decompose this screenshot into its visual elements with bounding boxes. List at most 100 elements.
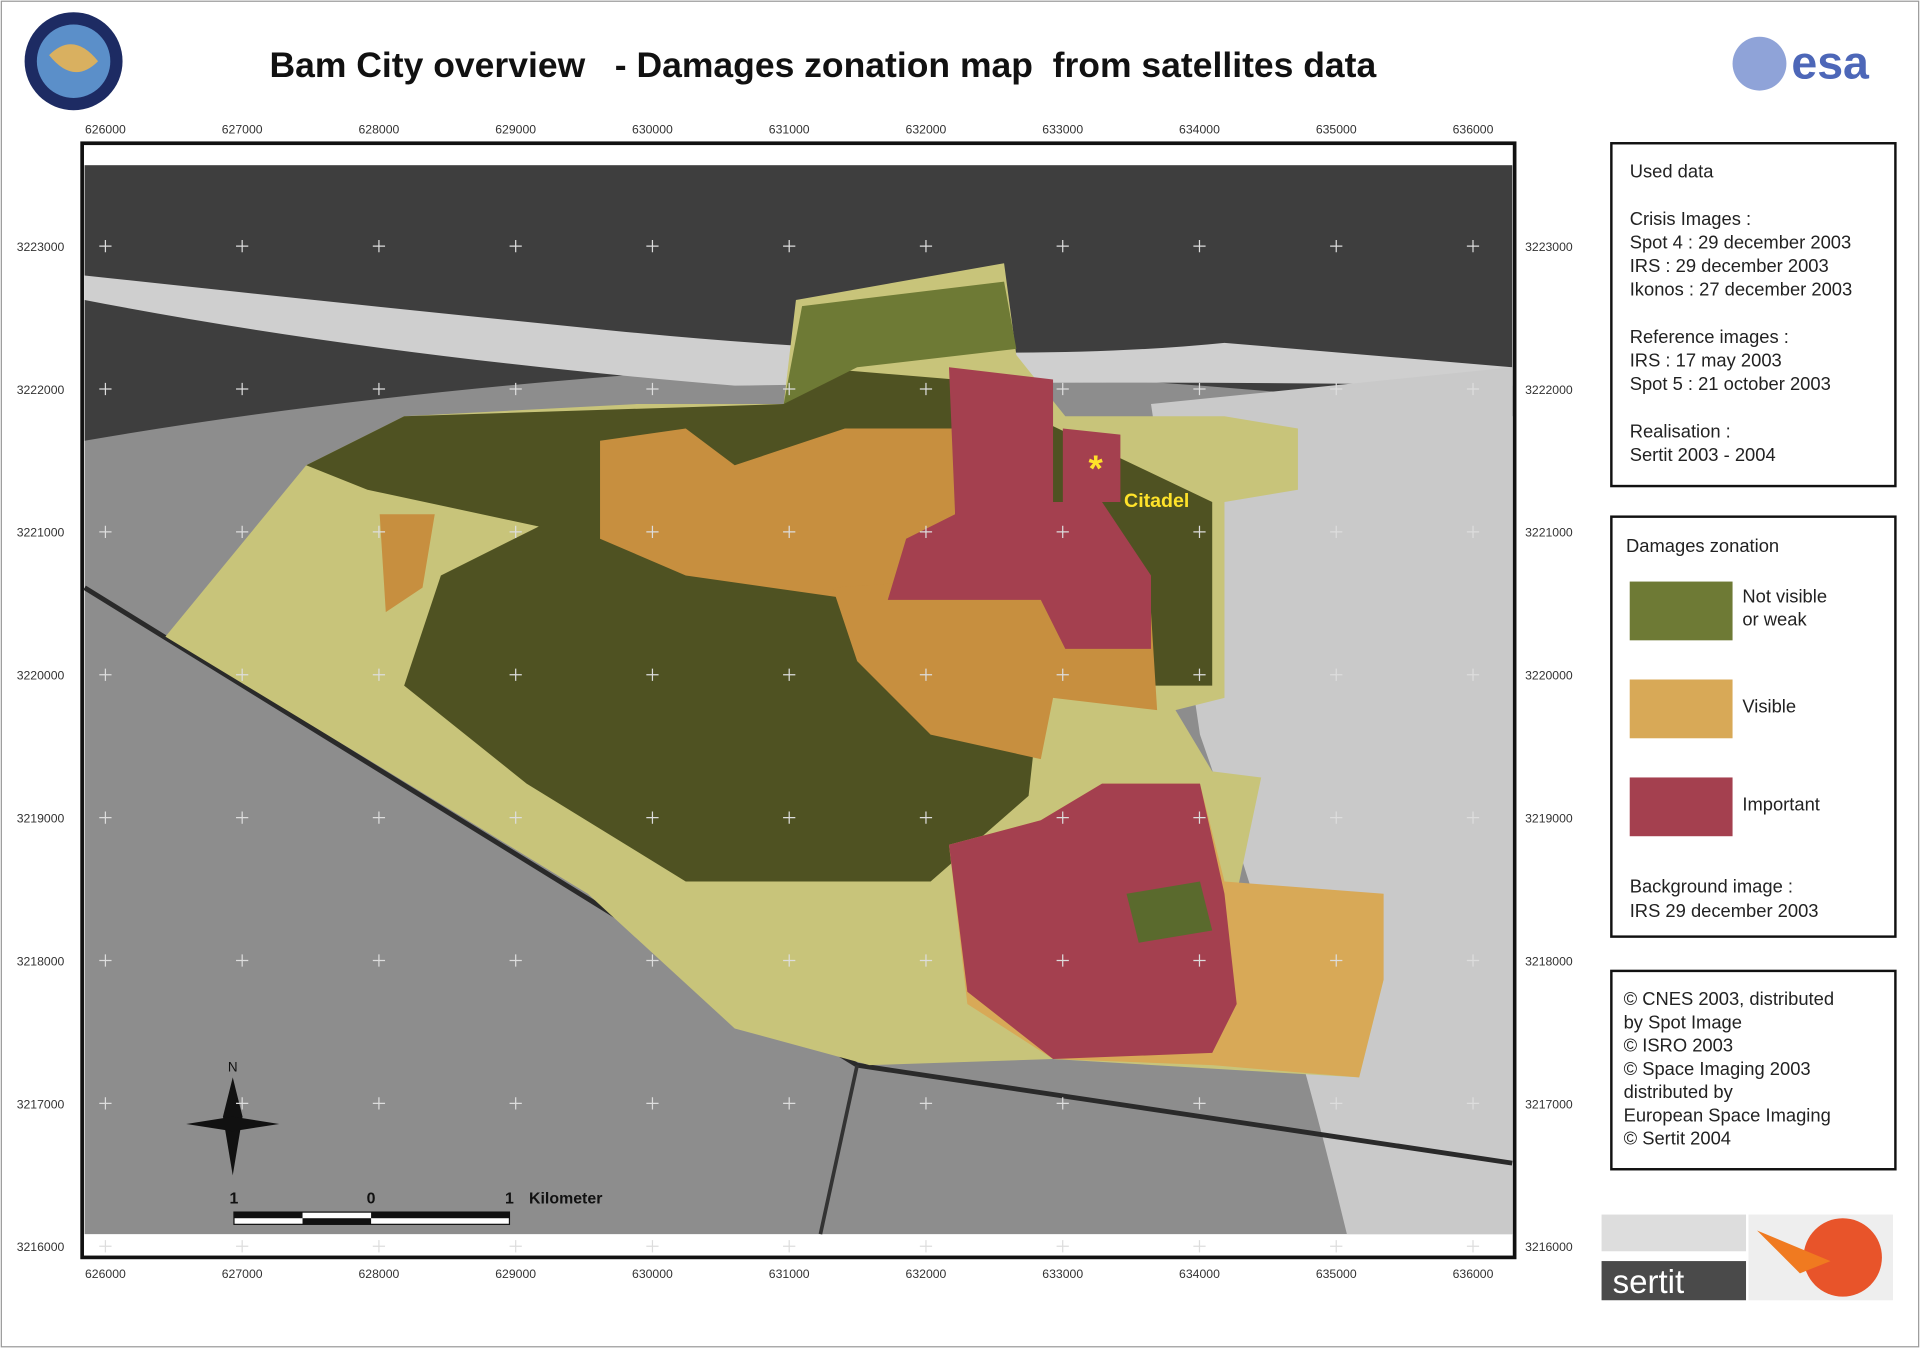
grid-cross	[646, 525, 659, 538]
grid-cross	[1466, 1097, 1480, 1110]
y-coord-label: 3220000	[1525, 669, 1573, 683]
grid-cross	[1330, 239, 1343, 253]
x-coord-label: 626000	[85, 1267, 126, 1281]
grid-cross	[1056, 1097, 1069, 1110]
grid-cross	[1056, 954, 1069, 967]
grid-cross	[509, 1097, 522, 1110]
legend-label: Important	[1742, 794, 1820, 815]
grid-cross	[1466, 668, 1480, 681]
used-data-line: Spot 4 : 29 december 2003	[1630, 231, 1852, 252]
grid-cross	[236, 1097, 249, 1110]
scale-label: Kilometer	[529, 1191, 602, 1208]
x-coord-label: 634000	[1179, 1267, 1220, 1281]
grid-cross	[783, 1097, 796, 1110]
used-data-line: Sertit 2003 - 2004	[1630, 444, 1776, 465]
y-coord-label: 3223000	[17, 240, 65, 254]
y-coord-label: 3222000	[1525, 383, 1573, 397]
north-arrow: N	[186, 1059, 280, 1176]
grid-cross	[919, 382, 933, 396]
grid-cross	[236, 239, 249, 253]
grid-cross	[372, 1240, 386, 1253]
x-coord-label: 632000	[906, 122, 947, 136]
legend-label: Not visible	[1742, 585, 1827, 606]
grid-cross	[1330, 668, 1343, 681]
grid-cross	[99, 239, 112, 253]
y-coord-label: 3220000	[17, 669, 65, 683]
legend-swatch	[1629, 777, 1733, 837]
x-coord-label: 626000	[85, 122, 126, 136]
grid-cross	[236, 811, 249, 824]
sertit-logo: sertit	[1601, 1214, 1893, 1301]
y-coord-label: 3219000	[1525, 812, 1573, 826]
sertit-text: sertit	[1613, 1264, 1685, 1301]
grid-cross	[372, 1097, 386, 1110]
y-coord-label: 3218000	[1525, 954, 1573, 968]
grid-cross	[1330, 811, 1343, 824]
grid-cross	[236, 525, 249, 538]
grid-cross	[1193, 668, 1206, 681]
y-coord-label: 3216000	[1525, 1240, 1573, 1254]
grid-cross	[646, 382, 659, 396]
grid-cross	[783, 525, 796, 538]
grid-cross	[236, 954, 249, 967]
grid-cross	[1466, 239, 1480, 253]
grid-cross	[1330, 1240, 1343, 1253]
grid-cross	[783, 954, 796, 967]
grid-cross	[783, 239, 796, 253]
grid-cross	[1330, 382, 1343, 396]
grid-cross	[919, 1097, 933, 1110]
grid-cross	[1330, 525, 1343, 538]
grid-cross	[372, 239, 386, 253]
used-data-box	[1610, 142, 1897, 488]
used-data-line: Realisation :	[1630, 420, 1731, 441]
grid-cross	[1056, 1240, 1069, 1253]
scale-label: 0	[367, 1191, 376, 1208]
x-coord-label: 631000	[769, 1267, 810, 1281]
grid-cross	[919, 811, 933, 824]
y-coord-label: 3221000	[17, 526, 65, 540]
grid-cross	[509, 811, 522, 824]
x-coord-label: 633000	[1042, 1267, 1083, 1281]
grid-cross	[1193, 382, 1206, 396]
grid-cross	[919, 668, 933, 681]
used-data-line: Ikonos : 27 december 2003	[1630, 279, 1853, 300]
grid-cross	[99, 954, 112, 967]
legend-background: IRS 29 december 2003	[1630, 900, 1819, 921]
grid-cross	[1193, 239, 1206, 253]
grid-cross	[783, 382, 796, 396]
grid-cross	[372, 382, 386, 396]
grid-cross	[99, 1240, 112, 1253]
x-coord-label: 629000	[495, 1267, 536, 1281]
x-coord-label: 628000	[359, 122, 400, 136]
grid-cross	[509, 239, 522, 253]
map: * Citadel N 1 0 1 Kilometer	[80, 141, 1517, 1260]
grid-cross	[919, 525, 933, 538]
credit-line: by Spot Image	[1624, 1011, 1742, 1032]
grid-cross	[1193, 811, 1206, 824]
y-coord-label: 3222000	[17, 383, 65, 397]
grid-cross	[646, 1097, 659, 1110]
grid-cross	[1466, 382, 1480, 396]
grid-cross	[646, 668, 659, 681]
grid-cross	[509, 954, 522, 967]
x-coord-label: 627000	[222, 1267, 263, 1281]
y-coord-label: 3223000	[1525, 240, 1573, 254]
grid-cross	[646, 1240, 659, 1253]
scale-label: 1	[505, 1191, 514, 1208]
grid-cross	[99, 811, 112, 824]
grid-cross	[509, 382, 522, 396]
x-coord-label: 633000	[1042, 122, 1083, 136]
used-data-line: IRS : 17 may 2003	[1630, 350, 1782, 371]
x-coord-label: 635000	[1316, 122, 1357, 136]
grid-cross	[783, 1240, 796, 1253]
used-data-line: Reference images :	[1630, 326, 1789, 347]
y-coord-label: 3217000	[17, 1097, 65, 1111]
grid-cross	[509, 525, 522, 538]
x-coord-label: 636000	[1453, 122, 1494, 136]
grid-cross	[236, 1240, 249, 1253]
grid-cross	[372, 811, 386, 824]
legend-label: Visible	[1742, 696, 1796, 717]
y-coord-label: 3216000	[17, 1240, 65, 1254]
credit-line: © ISRO 2003	[1624, 1035, 1733, 1056]
grid-cross	[1330, 954, 1343, 967]
